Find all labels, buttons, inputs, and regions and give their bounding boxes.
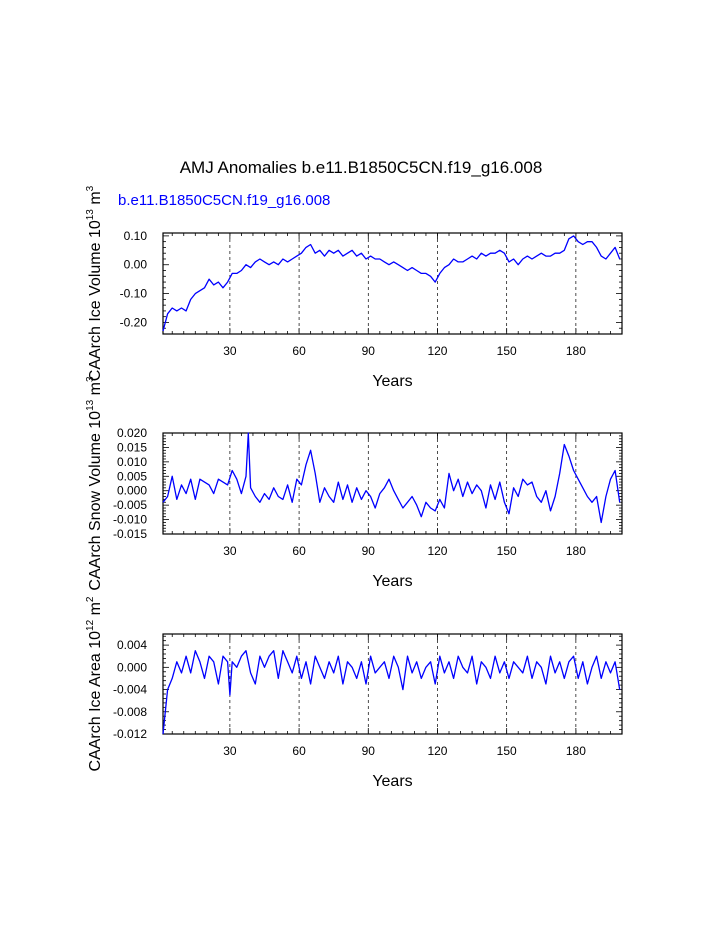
ice-area-x-tick-label: 60 bbox=[292, 744, 306, 758]
snow-volume-x-tick-label: 180 bbox=[566, 544, 586, 558]
ice-volume-y-tick-label: -0.10 bbox=[120, 287, 148, 301]
ice-volume-x-tick-label: 90 bbox=[362, 344, 376, 358]
ice-volume-x-tick-label: 60 bbox=[292, 344, 306, 358]
ice-volume-x-axis-label: Years bbox=[372, 373, 412, 390]
ice-area-y-tick-label: -0.004 bbox=[113, 683, 147, 697]
ice-volume-y-tick-label: 0.10 bbox=[124, 229, 148, 243]
snow-volume-y-axis-text: m bbox=[87, 382, 104, 400]
ice-volume-x-tick-label: 180 bbox=[566, 344, 586, 358]
ice-area-x-tick-label: 150 bbox=[497, 744, 517, 758]
ice-area-x-tick-label: 120 bbox=[427, 744, 447, 758]
snow-volume-x-tick-label: 60 bbox=[292, 544, 306, 558]
snow-volume-series-line bbox=[162, 432, 621, 524]
ice-area-y-axis-text: CAArch Ice Area 10 bbox=[87, 631, 104, 772]
ice-area-x-tick-label: 90 bbox=[362, 744, 376, 758]
snow-volume-y-axis-sup: 13 bbox=[85, 399, 96, 411]
ice-area-y-axis-label: CAArch Ice Area 1012 m2 bbox=[85, 596, 104, 771]
ice-volume-y-tick-label: -0.20 bbox=[120, 315, 148, 329]
chart-panels: 30 60 90 120 150 180 -0.20 -0.10 0.00 0.10 Years CA… bbox=[85, 185, 623, 790]
ice-volume-y-axis-label: CAArch Ice Volume 1013 m3 bbox=[85, 185, 104, 381]
snow-volume-y-axis-text: CAArch Snow Volume 10 bbox=[87, 411, 104, 591]
panel-ice-volume: 30 60 90 120 150 180 -0.20 -0.10 0.00 0.10 Years CA… bbox=[85, 185, 623, 390]
ice-volume-y-axis-text: m bbox=[87, 191, 104, 209]
snow-volume-y-axis-label: CAArch Snow Volume 1013 m3 bbox=[85, 376, 104, 591]
snow-volume-x-tick-label: 30 bbox=[223, 544, 237, 558]
panel-snow-volume: 30 60 90 120 150 180-0.015-0.010-0.0050.0000.… bbox=[85, 376, 623, 591]
ice-area-series-line bbox=[162, 650, 621, 735]
ice-area-x-tick-label: 30 bbox=[223, 744, 237, 758]
snow-volume-y-tick-label: -0.010 bbox=[113, 513, 147, 527]
snow-volume-y-tick-label: -0.005 bbox=[113, 498, 147, 512]
ice-area-x-axis-label: Years bbox=[372, 773, 412, 790]
snow-volume-x-tick-label: 120 bbox=[427, 544, 447, 558]
snow-volume-plot-frame bbox=[162, 432, 623, 535]
snow-volume-x-tick-label: 150 bbox=[497, 544, 517, 558]
snow-volume-y-tick-label: 0.020 bbox=[117, 426, 147, 440]
snow-volume-y-tick-label: 0.005 bbox=[117, 469, 147, 483]
ice-area-y-axis-text: m bbox=[87, 602, 104, 620]
ice-area-x-tick-label: 180 bbox=[566, 744, 586, 758]
ice-area-y-axis-sup: 12 bbox=[85, 619, 96, 631]
ice-area-plot-frame bbox=[162, 633, 623, 735]
ice-volume-series-line bbox=[162, 235, 621, 332]
chart-title: AMJ Anomalies b.e11.B1850C5CN.f19_g16.00… bbox=[180, 158, 543, 177]
snow-volume-y-axis-sup: 3 bbox=[85, 376, 96, 382]
ice-volume-plot-frame bbox=[162, 232, 623, 335]
snow-volume-y-tick-label: -0.015 bbox=[113, 527, 147, 541]
snow-volume-y-tick-label: 0.015 bbox=[117, 440, 147, 454]
snow-volume-x-tick-label: 90 bbox=[362, 544, 376, 558]
ice-volume-y-tick-label: 0.00 bbox=[124, 258, 148, 272]
panel-ice-area: 30 60 90 120 150 180 -0.012 -0.008 -0.004 0.000 0.… bbox=[85, 596, 623, 790]
snow-volume-y-tick-label: 0.010 bbox=[117, 455, 147, 469]
ice-area-y-axis-sup: 2 bbox=[85, 596, 96, 602]
ice-volume-y-axis-sup: 3 bbox=[85, 185, 96, 191]
ice-volume-y-axis-text: CAArch Ice Volume 10 bbox=[87, 220, 104, 381]
ice-volume-x-tick-label: 150 bbox=[497, 344, 517, 358]
ice-volume-x-tick-label: 120 bbox=[427, 344, 447, 358]
snow-volume-y-tick-label: 0.000 bbox=[117, 484, 147, 498]
snow-volume-x-axis-label: Years bbox=[372, 573, 412, 590]
ice-volume-x-tick-label: 30 bbox=[223, 344, 237, 358]
ice-area-y-tick-label: -0.008 bbox=[113, 705, 147, 719]
ice-volume-y-axis-sup: 13 bbox=[85, 209, 96, 221]
ice-area-y-tick-label: 0.004 bbox=[117, 638, 147, 652]
ice-area-y-tick-label: -0.012 bbox=[113, 727, 147, 741]
legend-label: b.e11.B1850C5CN.f19_g16.008 bbox=[118, 192, 330, 209]
ice-area-y-tick-label: 0.000 bbox=[117, 660, 147, 674]
